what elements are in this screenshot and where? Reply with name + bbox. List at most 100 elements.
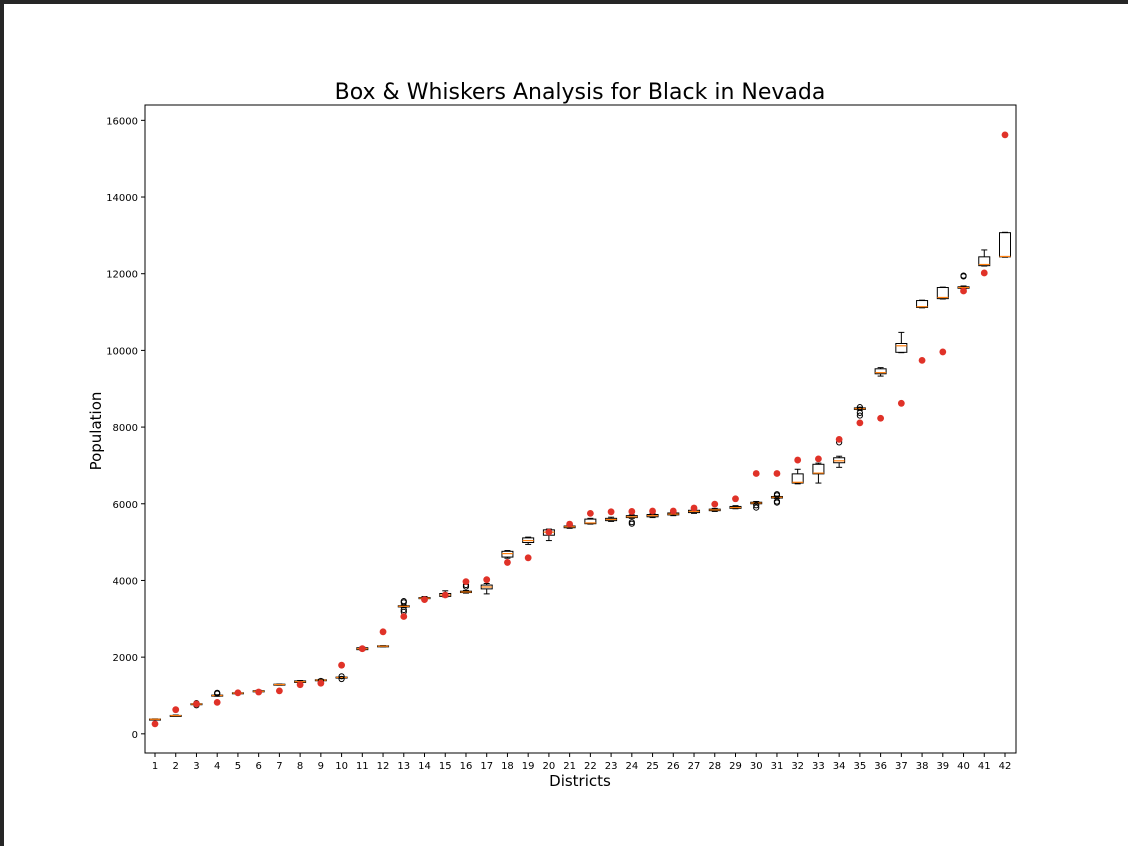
x-tick-label: 27 (688, 761, 701, 772)
actual-point-8 (296, 681, 304, 689)
actual-point-41 (980, 269, 988, 277)
box-31 (770, 491, 783, 506)
box-42 (999, 231, 1011, 258)
actual-point-35 (856, 419, 864, 427)
x-tick-label: 21 (563, 761, 576, 772)
box-35 (853, 404, 866, 419)
x-tick-label: 4 (214, 761, 220, 772)
flier-point (753, 504, 760, 511)
actual-point-17 (483, 576, 491, 584)
actual-point-40 (960, 287, 967, 295)
actual-point-22 (586, 509, 594, 517)
actual-point-5 (234, 689, 242, 697)
actual-point-13 (400, 613, 408, 620)
box-32 (791, 468, 804, 485)
box-28 (708, 507, 721, 512)
box-body (916, 300, 929, 308)
actual-point-19 (524, 554, 532, 562)
box-body (936, 287, 949, 300)
x-tick-label: 16 (460, 761, 473, 772)
box-29 (729, 505, 742, 510)
x-tick-label: 31 (771, 761, 784, 772)
box-1 (149, 718, 161, 721)
box-2 (169, 714, 182, 717)
actual-point-26 (669, 507, 677, 515)
flier-point (773, 491, 781, 498)
x-tick-label: 11 (356, 761, 369, 772)
box-body (584, 518, 597, 525)
x-tick-label: 37 (895, 761, 908, 772)
actual-point-29 (732, 495, 739, 503)
actual-point-9 (317, 679, 325, 687)
actual-point-31 (773, 470, 781, 477)
flier-point (214, 689, 221, 696)
box-23 (605, 516, 618, 522)
x-tick-label: 23 (605, 761, 618, 772)
box-13 (397, 598, 410, 615)
actual-point-25 (649, 507, 656, 515)
actual-point-42 (1001, 131, 1009, 139)
actual-point-37 (897, 399, 905, 407)
actual-point-11 (358, 645, 366, 653)
flier-point (753, 502, 760, 509)
actual-point-27 (690, 504, 698, 512)
actual-point-39 (939, 348, 947, 356)
x-tick-label: 18 (501, 761, 514, 772)
flier-point (400, 606, 407, 614)
box-4 (211, 689, 224, 697)
box-19 (522, 536, 535, 545)
actual-point-15 (441, 591, 449, 599)
x-tick-label: 10 (335, 761, 348, 772)
x-tick-label: 25 (646, 761, 659, 772)
x-tick-label: 12 (377, 761, 390, 772)
box-body (895, 342, 908, 353)
actual-point-12 (379, 628, 387, 636)
box-12 (377, 645, 390, 648)
x-tick-label: 7 (276, 761, 282, 772)
box-38 (916, 299, 929, 309)
y-axis: 0 2000 4000 6000 8000 10000 12000 14000 16000 (106, 116, 145, 741)
x-tick-label: 6 (255, 761, 261, 772)
box-36 (874, 367, 887, 377)
y-tick-label: 6000 (113, 500, 138, 511)
actual-point-10 (338, 661, 345, 669)
actual-point-38 (918, 356, 926, 364)
box-body (978, 256, 991, 267)
x-tick-label: 19 (522, 761, 535, 772)
x-tick-label: 13 (397, 761, 410, 772)
box-body (812, 463, 825, 475)
x-tick-label: 2 (173, 761, 179, 772)
box-33 (812, 462, 825, 484)
actual-point-20 (545, 528, 553, 536)
actual-point-3 (193, 700, 200, 708)
actual-point-34 (835, 435, 843, 443)
x-tick-label: 20 (543, 761, 556, 772)
actual-point-28 (711, 500, 719, 508)
chart-title: Box & Whiskers Analysis for Black in Nev… (335, 80, 826, 105)
x-tick-label: 40 (957, 761, 970, 772)
x-tick-label: 35 (854, 761, 867, 772)
actual-point-4 (213, 698, 221, 706)
box-22 (584, 517, 597, 525)
flier-point (856, 412, 863, 419)
actual-point-30 (752, 470, 760, 477)
x-axis-label: Districts (549, 772, 611, 790)
x-tick-label: 1 (152, 761, 158, 772)
actual-point-18 (504, 559, 511, 566)
x-tick-label: 38 (916, 761, 929, 772)
flier-point (338, 675, 345, 683)
flier-point (960, 272, 967, 279)
actual-points-series (151, 131, 1009, 728)
y-tick-label: 0 (132, 730, 138, 741)
actual-point-21 (566, 520, 574, 528)
x-tick-label: 30 (750, 761, 763, 772)
x-tick-label: 34 (833, 761, 846, 772)
x-tick-label: 15 (439, 761, 452, 772)
box-30 (750, 500, 763, 511)
x-tick-label: 28 (708, 761, 721, 772)
flier-point (400, 598, 407, 605)
y-tick-label: 14000 (106, 193, 138, 204)
box-body (791, 473, 804, 484)
y-tick-label: 10000 (106, 346, 138, 357)
box-body (999, 232, 1011, 258)
